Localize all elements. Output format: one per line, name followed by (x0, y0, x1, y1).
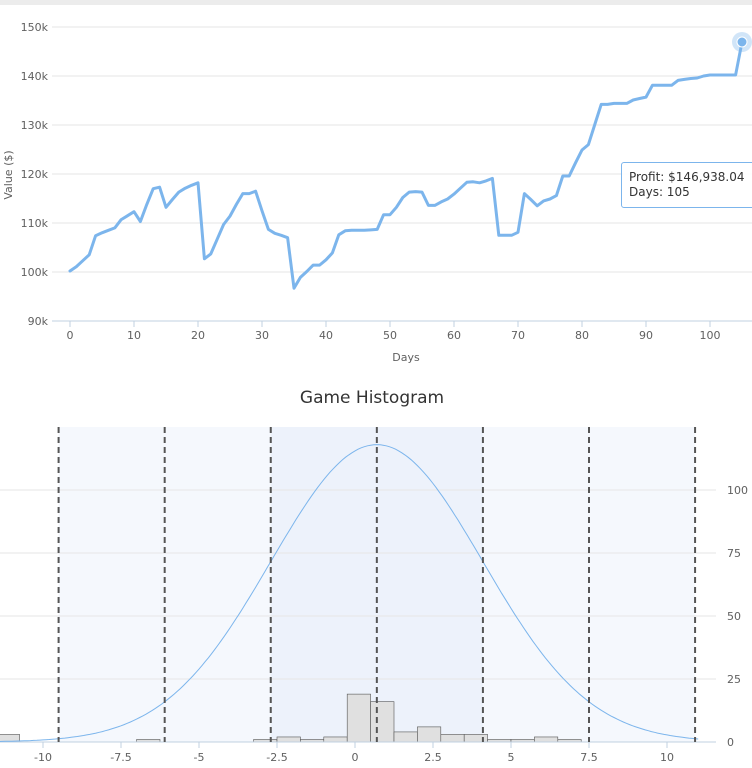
normal-curve-line (0, 444, 699, 742)
y-tick-label: 50 (727, 610, 741, 623)
line-chart-series[interactable] (68, 32, 752, 290)
x-tick-label: -5 (194, 751, 205, 764)
histogram-normal-curve (0, 444, 699, 742)
x-tick-label: 0 (352, 751, 359, 764)
histogram-y-axis: 0 25 50 75 100 (727, 484, 748, 749)
y-tick-label: 120k (21, 168, 49, 181)
y-tick-label: 0 (727, 736, 734, 749)
x-tick-label: 0 (67, 329, 74, 342)
y-tick-label: 90k (28, 315, 49, 328)
histogram-sigma-bands (58, 427, 696, 742)
histogram-bars[interactable] (0, 693, 716, 743)
histogram-bar (417, 726, 442, 743)
histogram-bar (463, 734, 488, 743)
x-tick-label: -7.5 (110, 751, 131, 764)
tooltip-days: Days: 105 (629, 185, 690, 199)
sigma-band (589, 427, 696, 742)
histogram-title: Game Histogram (300, 388, 444, 408)
sigma-band (58, 427, 165, 742)
x-tick-label: 10 (127, 329, 141, 342)
tooltip-profit: Profit: $146,938.04 (629, 170, 745, 184)
sigma-band (482, 427, 589, 742)
histogram-bar (346, 693, 371, 743)
x-tick-label: 90 (639, 329, 653, 342)
line-chart-y-axis: 90k 100k 110k 120k 130k 140k 150k (21, 21, 49, 328)
line-chart-x-axis: 0 10 20 30 40 50 60 70 80 90 100 (52, 320, 752, 342)
x-tick-label: 5 (508, 751, 515, 764)
y-tick-label: 110k (21, 217, 49, 230)
histogram-bar (393, 731, 418, 743)
x-tick-label: -2.5 (266, 751, 287, 764)
histogram-bar (276, 736, 301, 743)
x-tick-label: 10 (660, 751, 674, 764)
x-tick-label: 40 (319, 329, 333, 342)
histogram-bar (440, 734, 465, 743)
x-tick-label: 30 (255, 329, 269, 342)
histogram-x-axis: -10 -7.5 -5 -2.5 0 2.5 5 7.5 10 (34, 742, 674, 764)
histogram-sigma-lines (57, 427, 697, 742)
histogram-bar (370, 701, 395, 743)
y-tick-label: 25 (727, 673, 741, 686)
x-axis-title: Days (392, 351, 420, 364)
y-tick-label: 75 (727, 547, 741, 560)
y-tick-label: 100k (21, 266, 49, 279)
hover-tooltip: Profit: $146,938.04 Days: 105 (621, 162, 752, 208)
x-tick-label: 80 (575, 329, 589, 342)
y-tick-label: 130k (21, 119, 49, 132)
y-tick-label: 100 (727, 484, 748, 497)
profit-line (68, 40, 744, 290)
x-tick-label: 50 (383, 329, 397, 342)
sigma-band (376, 427, 483, 742)
hover-marker (736, 36, 748, 48)
x-tick-label: 20 (191, 329, 205, 342)
histogram-bar (323, 736, 348, 743)
y-tick-label: 150k (21, 21, 49, 34)
histogram-bar (534, 736, 559, 743)
x-tick-label: -10 (34, 751, 52, 764)
game-histogram-chart: Game Histogram -10 -7.5 -5 -2.5 0 2.5 5 7.5 10 0… (0, 388, 748, 764)
sigma-band (164, 427, 271, 742)
x-tick-label: 7.5 (580, 751, 598, 764)
x-tick-label: 70 (511, 329, 525, 342)
profit-line-chart: 90k 100k 110k 120k 130k 140k 150k 0 10 20 30 40 50 6… (2, 21, 752, 364)
top-scroll-strip (0, 0, 752, 5)
x-tick-label: 100 (700, 329, 721, 342)
y-axis-title: Value ($) (2, 150, 15, 199)
x-tick-label: 60 (447, 329, 461, 342)
y-tick-label: 140k (21, 70, 49, 83)
x-tick-label: 2.5 (424, 751, 442, 764)
